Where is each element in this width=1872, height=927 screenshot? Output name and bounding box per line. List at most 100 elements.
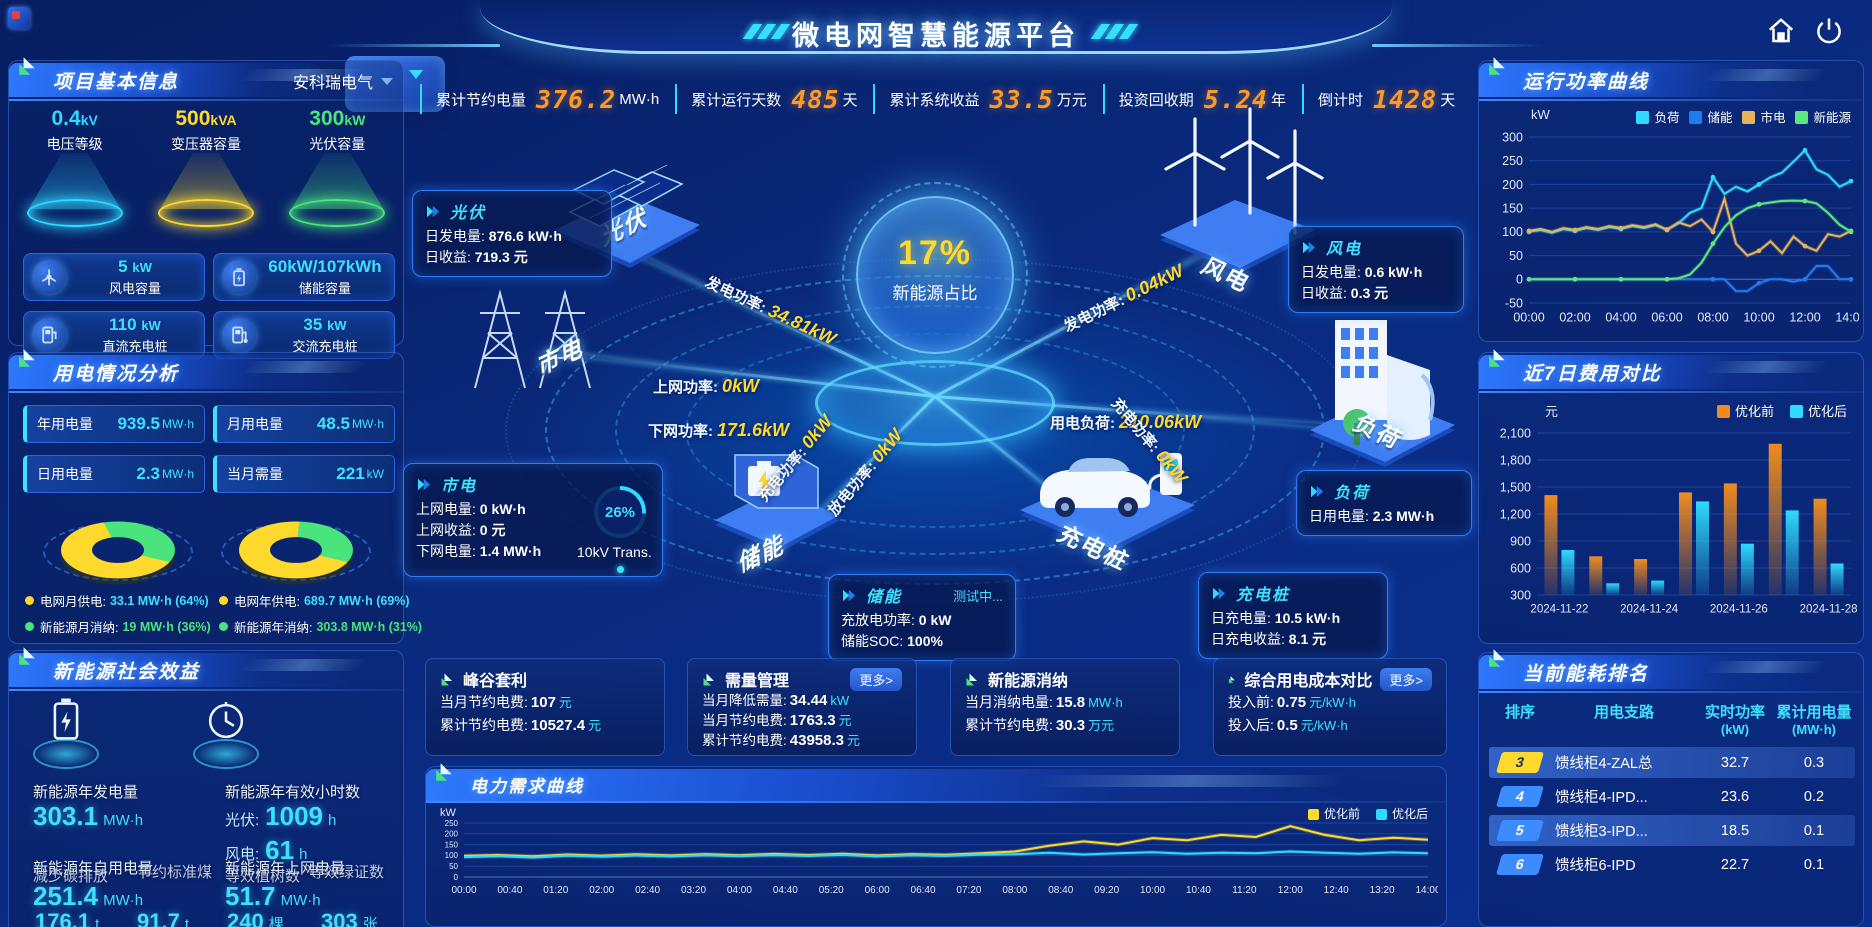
y-tick: 100 [1502, 225, 1523, 239]
light-base [157, 199, 254, 227]
usage-unit: kW [366, 467, 384, 481]
usage-value: 221 [336, 464, 365, 483]
x-tick: 02:40 [635, 885, 660, 896]
ac-charger-icon [222, 318, 256, 352]
arrow-icon [843, 589, 856, 601]
card-value: 110 kW [109, 315, 161, 334]
capacity-spotlight-1: 500kVA 变压器容量 [146, 107, 266, 242]
realtime-power: 18.5 [1720, 822, 1750, 839]
stat-segment-3: 投资回收期 5.24 年 [1102, 84, 1302, 114]
x-tick: 2024-11-24 [1620, 604, 1679, 616]
info-line: 日充电量: 10.5 kW·h [1211, 610, 1341, 626]
more-button[interactable]: 更多> [850, 667, 902, 691]
spotlight-label: 光伏容量 [309, 136, 366, 152]
usage-unit: MW·h [162, 417, 194, 431]
brand-logo [8, 7, 30, 29]
grid-info-panel: 市电 上网电量: 0 kW·h 上网收益: 0 元 下网电量: 1.4 MW·h [403, 463, 663, 577]
legend-item-储能: 储能 [1689, 107, 1732, 126]
usage-box-0: 年用电量 939.5 MW·h [23, 405, 205, 443]
x-tick: 00:00 [1513, 311, 1544, 325]
card-label: 风电容量 [108, 281, 161, 296]
legend-item: 新能源月消纳: 19 MW·h (36%) [25, 617, 211, 636]
series-line-负荷 [1528, 148, 1852, 234]
usage-box-3: 当月需量 221 kW [213, 455, 395, 493]
stat-value: 303.1 MW·h [33, 801, 144, 831]
stat-unit: 天 [842, 91, 858, 109]
usage-label: 年用电量 [37, 416, 93, 432]
x-tick: 05:20 [819, 885, 844, 896]
panel-cost-compare: 近7日费用对比 元 优化前 优化后 2,100 1,800 1,500 1,200 900… [1478, 349, 1864, 644]
stat-unit: 万元 [1056, 91, 1087, 109]
legend-dot [219, 622, 228, 631]
info-line: 下网电量: 1.4 MW·h [416, 543, 542, 559]
x-tick: 00:00 [451, 885, 476, 896]
benefit-card-title: 综合用电成本对比 [1244, 673, 1373, 690]
spotlight-value: 300kW [309, 107, 366, 130]
column-header: 实时功率 (kW) [1704, 704, 1765, 737]
demand-legend: 优化前 优化后 [1307, 805, 1428, 822]
table-row[interactable]: 5 馈线柜3-IPD... 18.5 0.1 [1489, 815, 1855, 846]
panel-corner-icon [703, 673, 714, 685]
x-tick: 07:20 [956, 885, 981, 896]
legend-item-新能源: 新能源 [1795, 107, 1851, 126]
panel-energy-ranking: 当前能耗排名 排序 用电支路 实时功率 (kW) 累计用电量 (MW·h) 3 馈线柜4-ZA… [1478, 649, 1864, 927]
bar-优化后-2024-11-23 [1606, 583, 1620, 595]
light-base [289, 199, 386, 227]
legend-item-优化后: 优化后 [1375, 805, 1428, 822]
company-select[interactable]: 安科瑞电气 [293, 69, 393, 93]
stat-label-ghost: 减少碳排放 [33, 868, 109, 885]
power-icon[interactable] [1814, 16, 1844, 46]
info-line: 储能SOC: 100% [841, 633, 943, 649]
x-tick: 02:00 [1559, 311, 1590, 325]
branch-name: 馈线柜3-IPD... [1555, 824, 1648, 840]
transformer-label: 10kV Trans. [577, 544, 652, 560]
header-swoosh [480, 0, 1392, 54]
table-row[interactable]: 3 馈线柜4-ZAL总 32.7 0.3 [1489, 747, 1855, 778]
home-icon[interactable] [1766, 16, 1796, 46]
x-tick: 14:00 [1835, 311, 1859, 325]
panel-social-header: 新能源社会效益 [9, 647, 403, 691]
bar-优化前-2024-11-26 [1723, 483, 1737, 595]
usage-value-boxes: 年用电量 939.5 MW·h 月用电量 48.5 MW·h 日用电量 2.3 MW·h 当月需量… [23, 405, 395, 493]
carousel-dot[interactable] [617, 566, 624, 573]
table-row[interactable]: 6 馈线柜6-IPD 22.7 0.1 [1489, 849, 1855, 880]
data-point [1756, 201, 1762, 207]
stat-unit: MW·h [619, 90, 660, 108]
stat-value: 5.24 [1203, 84, 1268, 114]
stat-value: 51.7 MW·h [225, 881, 321, 911]
stat-label: 累计系统收益 [889, 91, 980, 109]
battery-icon [222, 260, 256, 294]
panel-corner-icon [1487, 347, 1509, 369]
stat-value: 376.2 [536, 84, 617, 114]
more-button[interactable]: 更多> [1380, 667, 1432, 691]
usage-label: 日用电量 [37, 466, 93, 482]
data-point [1664, 227, 1670, 233]
hours-clock-icon [193, 695, 259, 775]
panel-social-benefit: 新能源社会效益 新能源年发电量 303.1 MW·h 新能源年有效小时数 光伏: 1… [8, 647, 404, 927]
series-line-优化前 [463, 825, 1429, 858]
demand-y-label: kW [440, 807, 456, 819]
series-line-优化后 [463, 850, 1429, 859]
bar-优化前-2024-11-22 [1544, 495, 1558, 595]
wind-info-panel: 风电 日发电量: 0.6 kW·h 日收益: 0.3 元 [1288, 226, 1464, 313]
x-tick: 12:00 [1789, 311, 1820, 325]
realtime-power: 32.7 [1720, 754, 1750, 771]
panel-ranking-header: 当前能耗排名 [1479, 649, 1863, 693]
x-tick: 03:20 [681, 885, 706, 896]
x-tick: 08:40 [1048, 885, 1073, 896]
x-tick: 08:00 [1697, 311, 1728, 325]
table-row[interactable]: 4 馈线柜4-IPD... 23.6 0.2 [1489, 781, 1855, 812]
total-energy: 0.2 [1803, 788, 1825, 805]
y-tick: 150 [1502, 202, 1523, 216]
y-tick: 50 [1509, 249, 1523, 263]
y-tick: 150 [445, 840, 459, 849]
monthly-mix-donut [43, 485, 193, 595]
y-tick: 900 [1510, 534, 1531, 548]
page-title: 微电网智慧能源平台 [792, 21, 1080, 51]
bar-优化后-2024-11-27 [1785, 510, 1799, 595]
panel-demand-curve: 电力需求曲线 kW 优化前 优化后 250 200 150 100 50 0 00:00 00:… [425, 763, 1447, 927]
benefit-card-0: 峰谷套利 当月节约电费: 107 元累计节约电费: 10527.4 元 [425, 658, 665, 756]
realtime-power: 22.7 [1720, 856, 1750, 873]
panel-usage-header: 用电情况分析 [9, 349, 403, 393]
benefit-card-title: 需量管理 [725, 673, 790, 690]
